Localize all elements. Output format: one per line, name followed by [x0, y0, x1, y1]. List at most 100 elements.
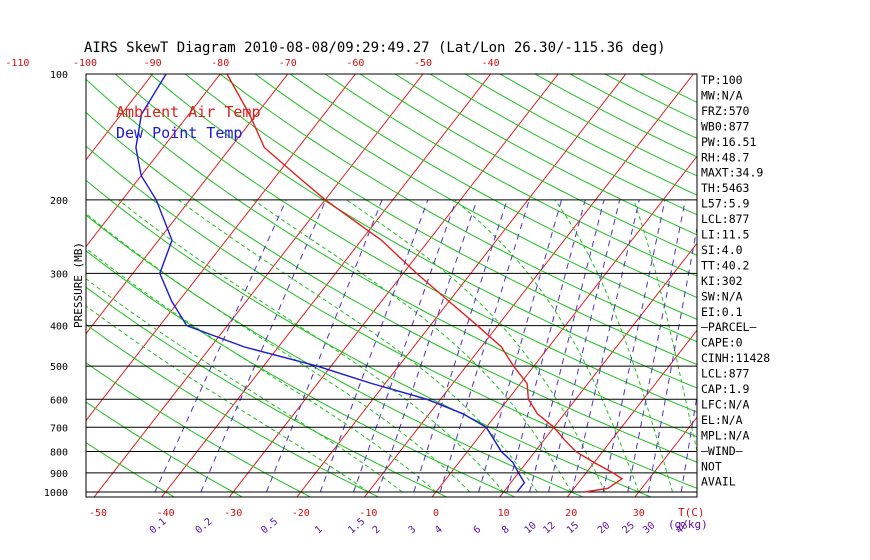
stability-index: LCL:877: [701, 367, 750, 381]
mixing-ratio-line: [413, 199, 508, 493]
isotherm-line: [835, 55, 870, 501]
isotherm-line: [634, 416, 697, 497]
isotherm-line: [363, 74, 695, 497]
stability-index: MPL:N/A: [701, 428, 750, 442]
stability-index: —WIND—: [701, 444, 743, 458]
mixing-ratio-line: [680, 392, 697, 493]
moist-adiabat-line: [118, 199, 504, 493]
dry-adiabat-line: [429, 74, 697, 216]
mixing-ratio-line: [154, 199, 287, 493]
isotherm-line: [86, 74, 154, 161]
bottom-temp-axis: -50 -40 -30 -20 -10 0 10 20 30: [89, 508, 645, 519]
dry-adiabat-line: [86, 250, 517, 497]
pressure-tick-label: 500: [50, 362, 68, 373]
dry-adiabat-line: [359, 74, 697, 256]
stability-index: FRZ:570: [701, 104, 750, 118]
y-axis-label: PRESSURE (MB): [72, 242, 85, 328]
mixing-ratio-line: [602, 199, 666, 493]
plot-area: [0, 55, 870, 501]
top-temp-tick-label: -90: [144, 58, 162, 69]
isotherm-line: [161, 74, 492, 497]
pressure-tick-label: 800: [50, 447, 68, 458]
dry-adiabat-line: [86, 286, 448, 497]
stability-index: EI:0.1: [701, 305, 743, 319]
dry-adiabat-line: [184, 74, 697, 366]
bottom-temp-tick-label: 30: [633, 508, 645, 519]
mixing-ratio-label: 12: [541, 520, 557, 536]
isotherm-line: [431, 155, 697, 497]
dry-adiabat-line: [86, 362, 312, 497]
isotherm-line: [0, 55, 32, 501]
dry-adiabat-line: [324, 74, 697, 277]
moist-adiabat-line: [86, 278, 403, 493]
bottom-temp-tick-label: -40: [157, 508, 175, 519]
top-temp-axis: -120-110-100-90-80-70-60-50-40: [5, 58, 500, 69]
pressure-tick-label: 1000: [44, 488, 68, 499]
dry-adiabat-line: [149, 74, 697, 389]
dry-adiabat-line: [114, 74, 697, 413]
bottom-temp-tick-label: 20: [565, 508, 577, 519]
top-temp-tick-label: -40: [482, 58, 500, 69]
mixing-ratio-label: 20: [596, 520, 612, 536]
dry-adiabat-line: [86, 111, 697, 463]
pressure-tick-label: 200: [50, 196, 68, 207]
ambient-temp-profile: [226, 74, 624, 493]
stability-index: SI:4.0: [701, 243, 743, 257]
pressure-tick-label: 300: [50, 269, 68, 280]
mixing-ratio-label: 6: [472, 524, 484, 536]
moist-adiabat-line: [346, 199, 606, 493]
pressure-tick-label: 900: [50, 469, 68, 480]
stability-index: LI:11.5: [701, 228, 749, 242]
top-temp-tick-label: -80: [211, 58, 229, 69]
isotherm-line: [93, 74, 424, 497]
stability-index: RH:48.7: [701, 150, 750, 164]
mixing-ratio-line: [439, 199, 530, 493]
isotherm-line: [86, 74, 221, 248]
pressure-tick-label: 400: [50, 322, 68, 333]
dry-adiabat-line: [499, 74, 697, 177]
isobar-lines: [86, 74, 697, 493]
pressure-axis: 100 200 300 400 500 600 700 800 900 1000: [44, 70, 68, 499]
stability-index: KI:302: [701, 274, 743, 288]
moist-adiabat-line: [178, 199, 538, 493]
isotherm-lines: [0, 55, 870, 501]
bottom-temp-tick-label: -20: [292, 508, 310, 519]
mixing-ratio-label: 10: [523, 520, 539, 536]
mixing-ratio-label: 15: [565, 520, 581, 536]
isotherm-line: [499, 242, 697, 497]
mixing-ratio-line: [627, 199, 686, 493]
top-temp-tick-label: -110: [5, 58, 29, 69]
isotherm-line: [296, 74, 627, 497]
bottom-temp-tick-label: 10: [498, 508, 510, 519]
stability-index: EL:N/A: [701, 413, 743, 427]
bottom-temp-tick-label: 0: [433, 508, 439, 519]
stability-index: MW:N/A: [701, 88, 743, 102]
isotherm-line: [228, 74, 559, 497]
isotherm-line: [86, 74, 357, 422]
mixing-ratio-line: [571, 199, 640, 493]
mixing-ratio-label: 1: [313, 524, 325, 536]
stability-index: LCL:877: [701, 212, 750, 226]
mixing-ratio-label: 0.5: [259, 516, 280, 536]
pressure-tick-label: 700: [50, 423, 68, 434]
isotherm-line: [767, 55, 870, 501]
stability-index: LFC:N/A: [701, 397, 750, 411]
dry-adiabat-line: [219, 74, 697, 343]
plot-frame: [85, 73, 698, 498]
dry-adiabat-line: [289, 74, 697, 299]
stability-index: TT:40.2: [701, 258, 749, 272]
mixing-ratio-line: [478, 199, 563, 493]
sounding-profiles: [135, 74, 624, 493]
mixing-ratio-line: [353, 199, 457, 493]
dry-adiabat-line: [86, 441, 176, 497]
top-temp-tick-label: -100: [73, 58, 97, 69]
dry-adiabat-line: [254, 74, 697, 320]
dry-adiabat-line: [394, 74, 697, 236]
moist-adiabat-line: [554, 199, 674, 493]
stability-index: SW:N/A: [701, 289, 743, 303]
dry-adiabat-line: [86, 401, 244, 497]
mixing-ratio-lines: [154, 199, 697, 493]
stability-index: MAXT:34.9: [701, 166, 763, 180]
